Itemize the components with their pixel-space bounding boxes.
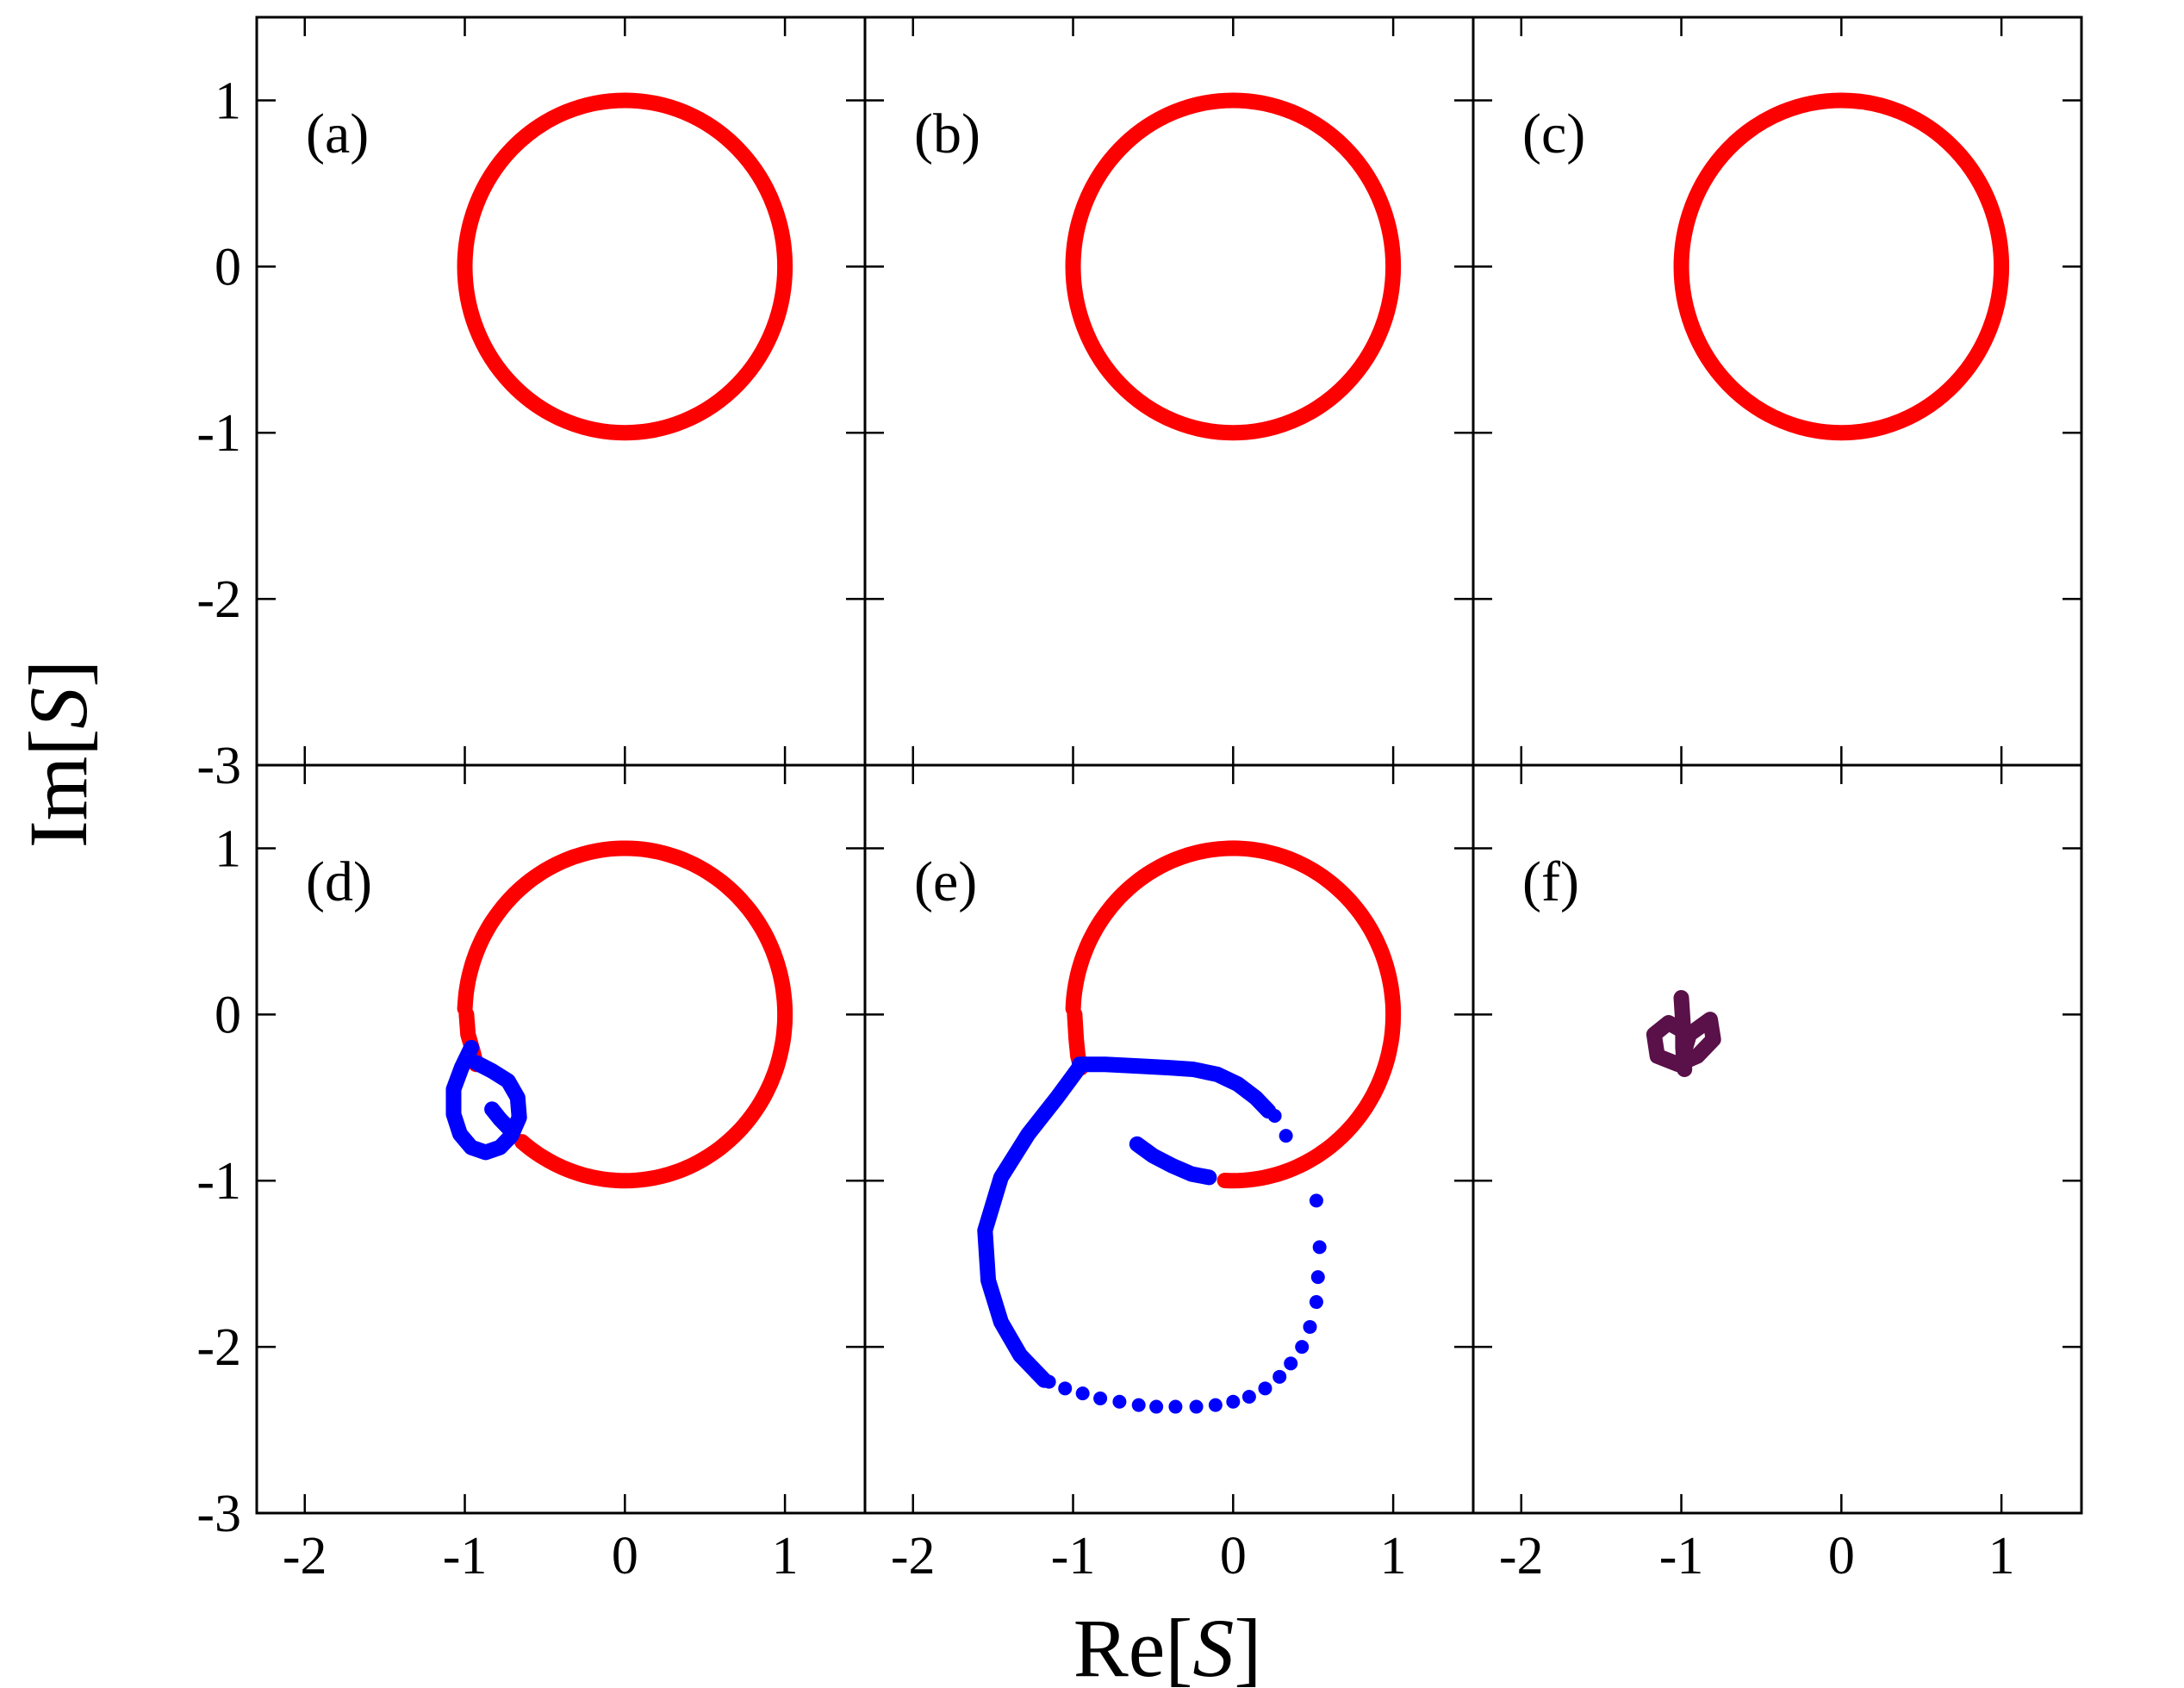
series-a-0-circle — [457, 92, 793, 441]
panel-curves-c — [1673, 92, 2010, 441]
series-e-5-point-10 — [1258, 1381, 1272, 1396]
x-tick-label-f: -1 — [1659, 1527, 1704, 1585]
panel-frame-f — [1472, 763, 2083, 1515]
series-e-5-point-6 — [1303, 1319, 1317, 1334]
panel-curves-b — [1065, 92, 1402, 441]
x-tick-label-f: 0 — [1828, 1527, 1855, 1585]
x-tick-label-f: 1 — [1988, 1527, 2015, 1585]
series-e-5-point-0 — [1267, 1108, 1282, 1123]
series-f-1-line — [1673, 990, 1693, 1077]
panel-curves-f — [1646, 990, 1721, 1077]
series-e-5-point-5 — [1309, 1295, 1323, 1310]
series-e-4-line — [977, 1062, 1086, 1388]
series-e-3-line — [1129, 1136, 1217, 1186]
panel-curves-d — [445, 840, 793, 1189]
series-e-5-point-9 — [1272, 1369, 1287, 1384]
panel-label-e: (e) — [914, 850, 977, 913]
y-tick-label-d: -1 — [196, 1152, 241, 1211]
tick-labels: -3 -2 -1 0 1 -2 -1 0 1 -3 -2 -1 0 1 -2 -1 0 1 -2 -1 0 1 — [196, 72, 2014, 1585]
panel-curves-a — [457, 92, 793, 441]
series-e-5-point-18 — [1112, 1394, 1127, 1409]
x-tick-label-e: -2 — [891, 1527, 936, 1585]
series-e-5-point-16 — [1149, 1399, 1164, 1414]
x-tick-label-d: 0 — [612, 1527, 638, 1585]
panel-curves-e — [977, 840, 1402, 1414]
y-tick-label-d: -2 — [196, 1318, 241, 1377]
x-tick-label-f: -2 — [1499, 1527, 1544, 1585]
series-e-5-point-4 — [1310, 1270, 1325, 1285]
x-tick-label-d: -1 — [443, 1527, 488, 1585]
y-tick-label-d: -3 — [196, 1485, 241, 1543]
series-e-0-arc — [1065, 840, 1402, 1189]
x-tick-label-d: 1 — [772, 1527, 799, 1585]
y-tick-label-a: -2 — [196, 570, 241, 629]
series-c-0-circle — [1673, 92, 2010, 441]
x-tick-label-e: -1 — [1051, 1527, 1096, 1585]
series-e-5-point-11 — [1241, 1389, 1256, 1404]
y-tick-label-a: -1 — [196, 404, 241, 463]
panel-label-f: (f) — [1522, 850, 1579, 913]
series-b-0-circle — [1065, 92, 1402, 441]
series-e-2-line — [1072, 1056, 1277, 1119]
series-e-5-point-15 — [1168, 1399, 1183, 1414]
y-tick-label-a: 1 — [215, 72, 241, 130]
y-tick-label-d: 1 — [215, 819, 241, 878]
series-e-5-point-8 — [1284, 1356, 1298, 1371]
x-axis-title: Re[S] — [1073, 1602, 1262, 1688]
series-d-2-line — [445, 1039, 527, 1161]
panel-label-b: (b) — [914, 103, 980, 165]
series-e-5-point-22 — [1042, 1374, 1056, 1389]
series-e-5-point-12 — [1226, 1394, 1241, 1409]
series-e-5-point-3 — [1312, 1240, 1327, 1255]
series-d-3-line — [484, 1101, 516, 1136]
panel-labels: (a) (b) (c) (d) (e) (f) — [306, 103, 1585, 913]
series-e-5-point-20 — [1075, 1386, 1090, 1401]
y-tick-label-a: -3 — [196, 737, 241, 795]
x-tick-label-e: 1 — [1380, 1527, 1407, 1585]
series-e-5-point-14 — [1189, 1399, 1204, 1414]
x-tick-label-e: 0 — [1220, 1527, 1247, 1585]
series-e-5-point-21 — [1058, 1381, 1073, 1396]
panel-label-a: (a) — [306, 103, 369, 165]
panel-label-d: (d) — [306, 850, 372, 913]
y-tick-label-a: 0 — [215, 238, 241, 296]
series-e-5-point-19 — [1093, 1391, 1108, 1405]
series-e-5-point-17 — [1131, 1398, 1146, 1412]
ticks — [257, 17, 2081, 1515]
series-e-5-point-2 — [1309, 1193, 1323, 1208]
curves — [445, 92, 2010, 1414]
y-axis-title: Im[S] — [12, 660, 104, 849]
x-tick-label-d: -2 — [283, 1527, 327, 1585]
series-e-5-point-7 — [1295, 1340, 1310, 1355]
series-e-5-point-1 — [1279, 1129, 1293, 1143]
series-d-0-arc — [457, 840, 793, 1189]
panel-label-c: (c) — [1522, 103, 1585, 165]
y-tick-label-d: 0 — [215, 986, 241, 1044]
panel-frames — [255, 16, 2083, 1515]
series-e-5-point-13 — [1208, 1398, 1223, 1412]
